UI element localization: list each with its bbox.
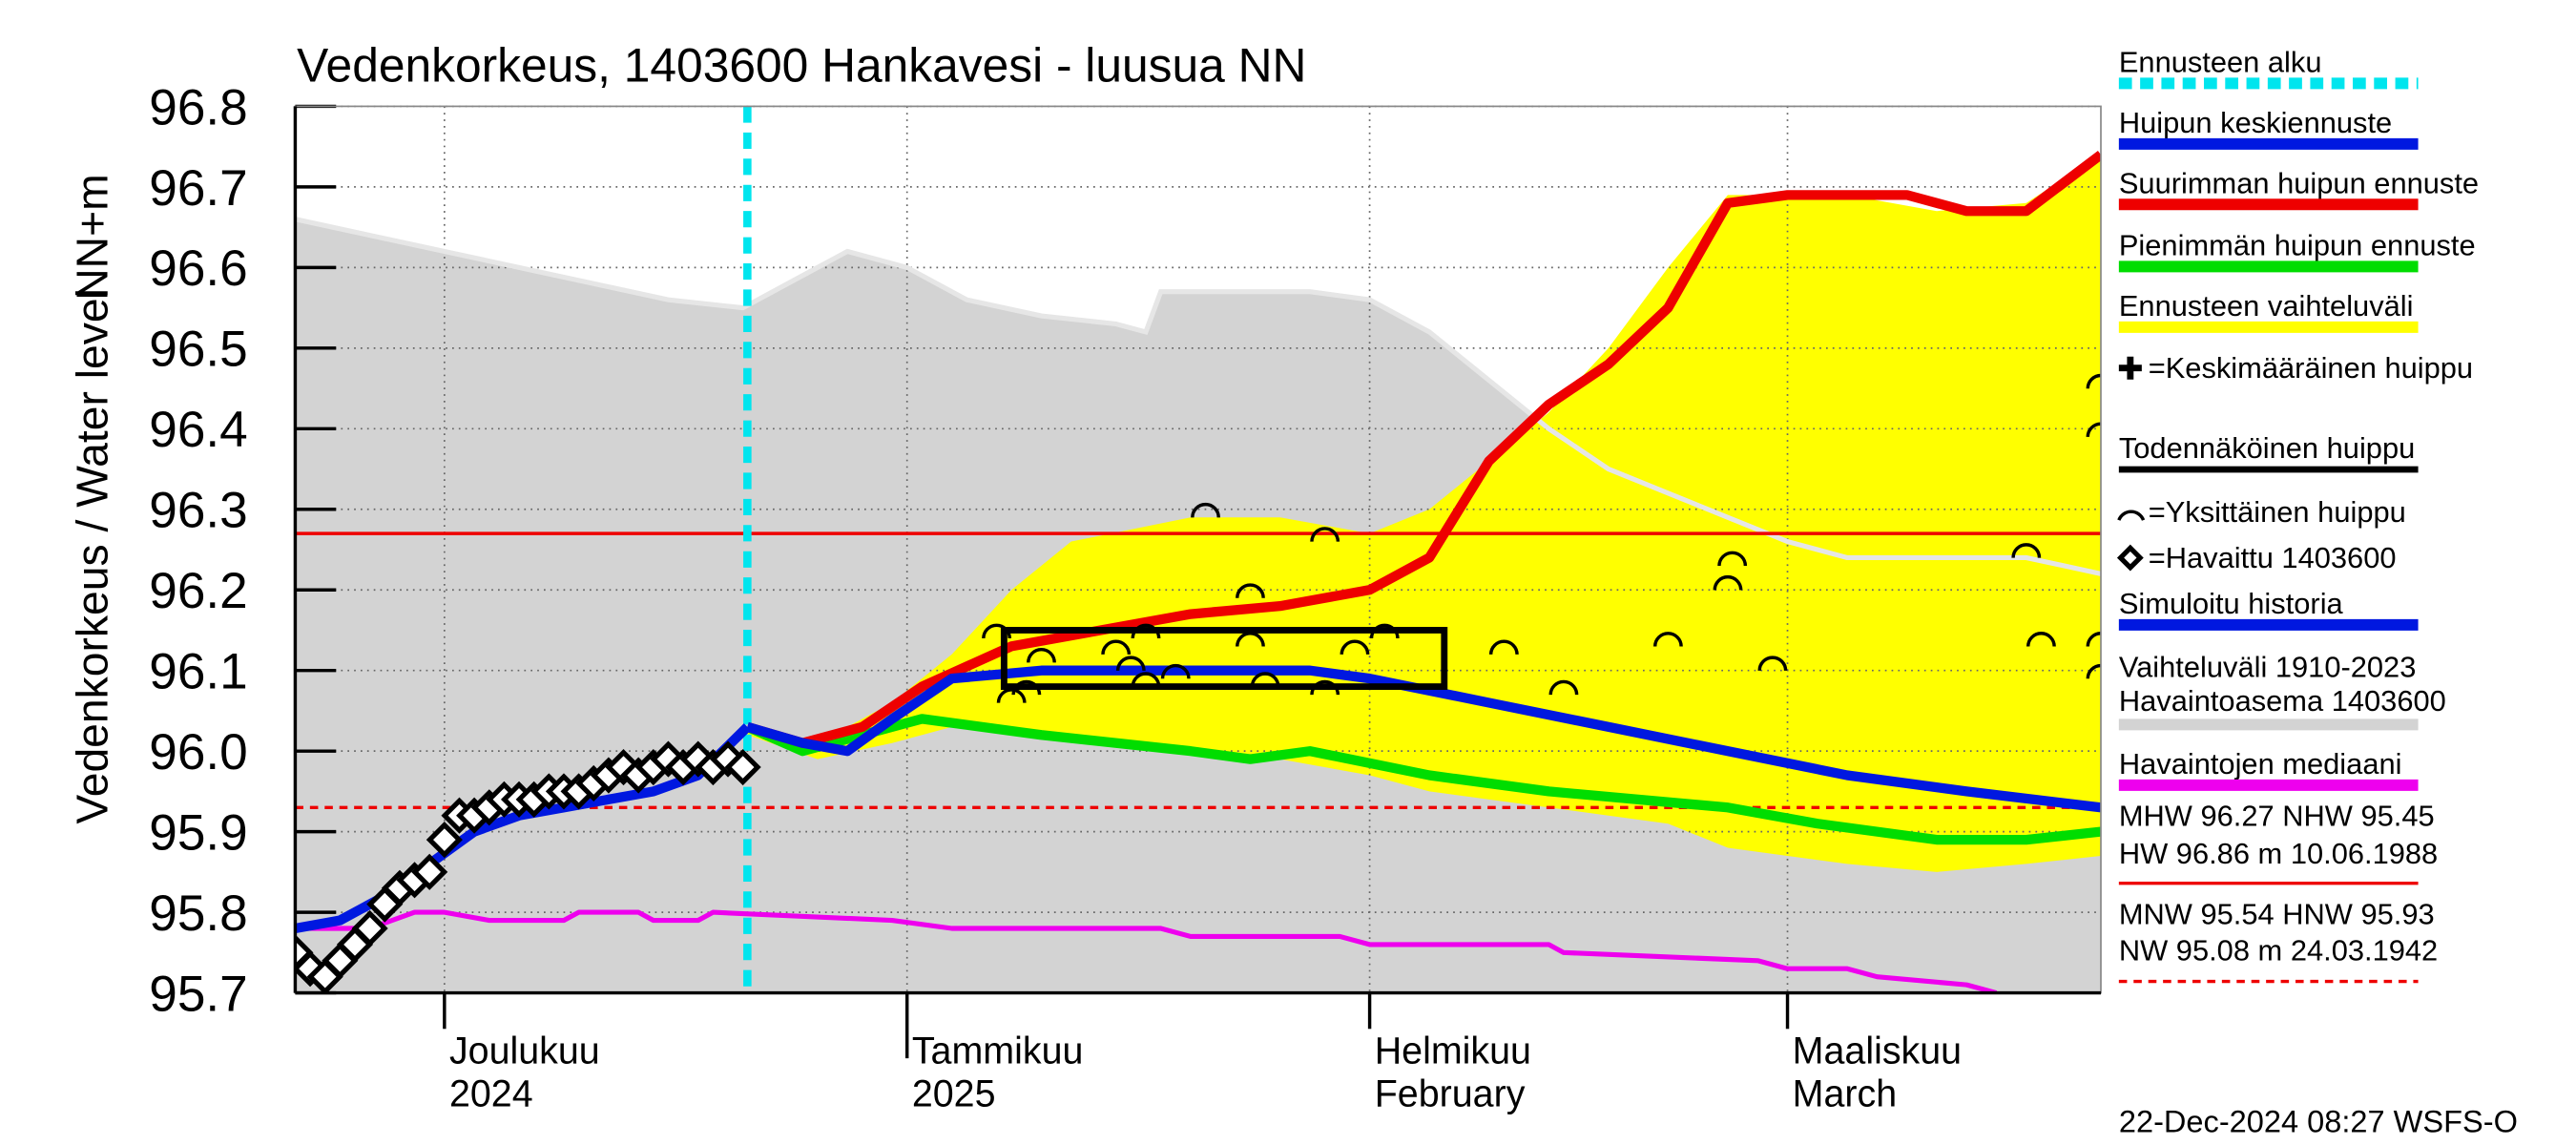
single-peak	[1652, 632, 1683, 647]
range-band	[747, 155, 2101, 872]
stats-label: MNW 95.54 HNW 95.93	[2119, 898, 2435, 931]
single-peak	[982, 623, 1011, 639]
probable-peak-box	[1000, 627, 1448, 691]
single-peak	[1160, 663, 1191, 679]
legend-symbol	[2118, 356, 2142, 380]
single-peak	[1101, 639, 1132, 656]
series-line	[295, 909, 1998, 993]
y-tick-label: 96.5	[149, 322, 247, 378]
single-peak	[2026, 632, 2056, 647]
plot-marks	[295, 106, 2101, 993]
y-tick-label: 96.6	[149, 240, 247, 297]
y-tick-label: 96.0	[149, 724, 247, 781]
single-peak	[1310, 527, 1340, 542]
single-peak	[2086, 663, 2101, 679]
stats-label: HW 96.86 m 10.06.1988	[2119, 837, 2438, 870]
single-peak	[996, 688, 1027, 703]
single-peak	[1250, 672, 1280, 687]
single-peak	[1236, 632, 1265, 647]
y-tick-label: 96.1	[149, 644, 247, 700]
y-axis-label: Vedenkorkeus / Water level	[67, 288, 116, 823]
legend-label: Suurimman huipun ennuste	[2119, 166, 2479, 199]
legend-label: Vaihteluväli 1910-2023 Havaintoasema 1403…	[2119, 651, 2446, 718]
stats-label: NW 95.08 m 24.03.1942	[2119, 933, 2438, 967]
single-peak	[1236, 583, 1265, 598]
single-peak	[1717, 551, 1748, 567]
y-tick-label: 96.4	[149, 402, 247, 458]
single-peak	[2086, 373, 2101, 389]
observed-point	[295, 934, 314, 971]
legend-label: =Keskimääräinen huippu	[2149, 351, 2473, 385]
single-peak	[1027, 647, 1056, 663]
y-tick-label: 96.8	[149, 79, 247, 135]
observed-point	[411, 853, 448, 890]
timestamp: 22-Dec-2024 08:27 WSFS-O	[2119, 1104, 2518, 1138]
y-tick-label: 96.2	[149, 563, 247, 619]
legend-label: Pienimmän huipun ennuste	[2119, 228, 2476, 261]
range-upper-line	[295, 217, 2101, 576]
single-peak	[1369, 623, 1400, 639]
y-axis-unit: NN+m	[67, 174, 116, 300]
series-line	[745, 665, 2101, 813]
stats-label: MHW 96.27 NHW 95.45	[2119, 800, 2435, 833]
y-tick-label: 96.7	[149, 160, 247, 217]
legend-label: Huipun keskiennuste	[2119, 106, 2392, 139]
single-peak	[2011, 543, 2042, 558]
legend-symbol	[2116, 544, 2144, 572]
legend-label: Simuloitu historia	[2119, 587, 2344, 620]
y-tick-label: 95.7	[149, 966, 247, 1022]
x-tick-label: Maaliskuu March	[1793, 1030, 1962, 1114]
legend-label: Ennusteen alku	[2119, 45, 2322, 78]
legend-label: Ennusteen vaihteluväli	[2119, 289, 2414, 323]
single-peak	[1713, 574, 1743, 591]
y-tick-label: 96.3	[149, 483, 247, 539]
observed-point	[426, 822, 463, 859]
series-line	[745, 151, 2101, 748]
single-peak	[1131, 672, 1161, 687]
single-peak	[1757, 656, 1788, 671]
y-tick-label: 95.8	[149, 885, 247, 942]
legend-label: =Yksittäinen huippu	[2149, 495, 2406, 529]
single-peak	[2086, 632, 2101, 647]
single-peak	[1310, 679, 1340, 696]
single-peak	[1488, 639, 1519, 656]
legend-label: =Havaittu 1403600	[2149, 541, 2397, 574]
single-peak	[1115, 656, 1146, 671]
legend-label: Havaintojen mediaani	[2119, 747, 2402, 781]
single-peak	[1340, 639, 1370, 656]
x-tick-label: Tammikuu 2025	[912, 1030, 1084, 1114]
y-tick-label: 95.9	[149, 804, 247, 861]
chart-title: Vedenkorkeus, 1403600 Hankavesi - luusua…	[297, 39, 1306, 93]
observed-point	[724, 748, 761, 786]
single-peak	[1548, 679, 1579, 696]
x-tick-label: Joulukuu 2024	[449, 1030, 600, 1114]
legend-label: Todennäköinen huippu	[2119, 431, 2415, 465]
series-line	[745, 714, 2101, 845]
legend-symbol	[2117, 510, 2146, 521]
observed-point	[351, 909, 388, 947]
x-tick-label: Helmikuu February	[1375, 1030, 1531, 1114]
single-peak	[2086, 422, 2101, 438]
single-peak	[1191, 502, 1220, 518]
single-peak	[1131, 623, 1161, 639]
